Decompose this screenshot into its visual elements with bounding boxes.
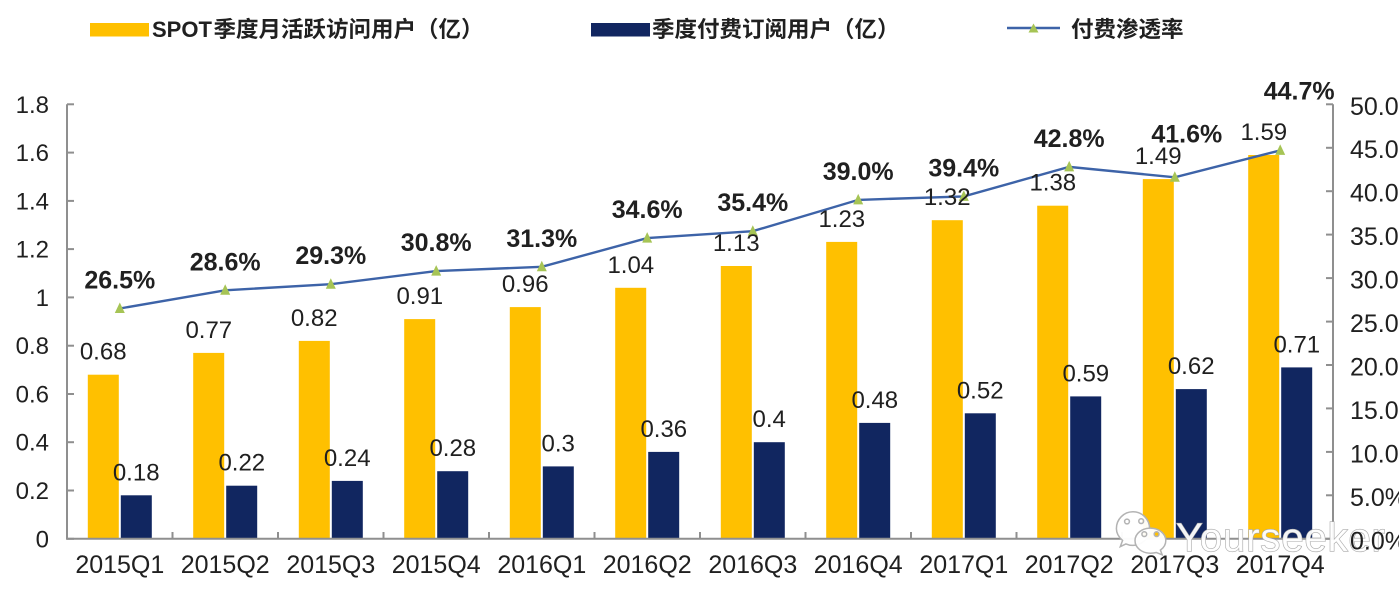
svg-text:39.0%: 39.0% [823, 158, 894, 186]
svg-text:1.13: 1.13 [713, 230, 760, 257]
svg-text:2017Q2: 2017Q2 [1025, 551, 1114, 579]
svg-text:0.6: 0.6 [16, 382, 49, 409]
svg-text:2016Q3: 2016Q3 [708, 551, 797, 579]
svg-text:10.0%: 10.0% [1350, 440, 1399, 468]
svg-text:1.2: 1.2 [16, 237, 49, 264]
svg-text:1: 1 [36, 285, 49, 312]
svg-text:0.77: 0.77 [185, 317, 232, 344]
svg-text:0.28: 0.28 [429, 435, 476, 462]
svg-text:0.18: 0.18 [113, 459, 160, 486]
svg-text:1.04: 1.04 [607, 252, 654, 279]
svg-text:30.0%: 30.0% [1350, 267, 1399, 295]
svg-text:0.91: 0.91 [396, 283, 443, 310]
svg-text:2016Q2: 2016Q2 [603, 551, 692, 579]
svg-text:0.0%: 0.0% [1350, 527, 1399, 555]
svg-text:0.8: 0.8 [16, 333, 49, 360]
svg-text:50.0%: 50.0% [1350, 93, 1399, 121]
svg-text:35.4%: 35.4% [717, 189, 788, 217]
svg-text:0.24: 0.24 [324, 445, 371, 472]
svg-text:0.96: 0.96 [502, 271, 549, 298]
svg-text:0.4: 0.4 [16, 430, 49, 457]
svg-text:0.22: 0.22 [218, 450, 265, 477]
svg-text:0.68: 0.68 [80, 339, 127, 366]
svg-text:29.3%: 29.3% [295, 242, 366, 270]
svg-text:1.6: 1.6 [16, 140, 49, 167]
svg-text:34.6%: 34.6% [612, 196, 683, 224]
svg-text:Yourseeker: Yourseeker [1176, 516, 1386, 560]
svg-text:1.38: 1.38 [1029, 170, 1076, 197]
svg-text:25.0%: 25.0% [1350, 310, 1399, 338]
svg-text:39.4%: 39.4% [928, 154, 999, 182]
svg-text:0.59: 0.59 [1062, 360, 1109, 387]
svg-text:0.4: 0.4 [753, 406, 786, 433]
svg-text:0.62: 0.62 [1168, 353, 1215, 380]
svg-text:30.8%: 30.8% [401, 229, 472, 257]
svg-text:0: 0 [36, 526, 49, 553]
svg-text:31.3%: 31.3% [506, 225, 577, 253]
svg-text:1.49: 1.49 [1135, 143, 1182, 170]
svg-text:0.2: 0.2 [16, 478, 49, 505]
svg-text:2015Q1: 2015Q1 [75, 551, 164, 579]
svg-text:5.0%: 5.0% [1350, 484, 1399, 512]
svg-text:0.3: 0.3 [542, 430, 575, 457]
svg-text:2017Q1: 2017Q1 [919, 551, 1008, 579]
svg-text:0.82: 0.82 [291, 305, 338, 332]
svg-text:2015Q4: 2015Q4 [392, 551, 481, 579]
svg-text:20.0%: 20.0% [1350, 354, 1399, 382]
svg-text:1.8: 1.8 [16, 92, 49, 119]
svg-text:44.7%: 44.7% [1264, 77, 1335, 105]
svg-text:41.6%: 41.6% [1151, 120, 1222, 148]
svg-text:0.71: 0.71 [1273, 331, 1320, 358]
svg-text:1.23: 1.23 [818, 206, 865, 233]
svg-text:SPOT: SPOT [152, 17, 212, 42]
svg-text:1.32: 1.32 [924, 184, 971, 211]
svg-text:26.5%: 26.5% [84, 267, 155, 295]
svg-text:0.52: 0.52 [957, 377, 1004, 404]
svg-text:15.0%: 15.0% [1350, 397, 1399, 425]
svg-text:2016Q4: 2016Q4 [814, 551, 903, 579]
svg-text:2017Q4: 2017Q4 [1236, 551, 1325, 579]
svg-text:2015Q2: 2015Q2 [181, 551, 270, 579]
svg-text:2016Q1: 2016Q1 [497, 551, 586, 579]
svg-text:2015Q3: 2015Q3 [286, 551, 375, 579]
svg-text:35.0%: 35.0% [1350, 223, 1399, 251]
svg-text:1.4: 1.4 [16, 188, 49, 215]
svg-text:45.0%: 45.0% [1350, 136, 1399, 164]
svg-text:0.48: 0.48 [851, 387, 898, 414]
svg-text:1.59: 1.59 [1240, 119, 1287, 146]
svg-text:0.36: 0.36 [640, 416, 687, 443]
svg-text:42.8%: 42.8% [1034, 125, 1105, 153]
svg-text:40.0%: 40.0% [1350, 180, 1399, 208]
svg-text:28.6%: 28.6% [190, 248, 261, 276]
svg-text:2017Q3: 2017Q3 [1130, 551, 1219, 579]
